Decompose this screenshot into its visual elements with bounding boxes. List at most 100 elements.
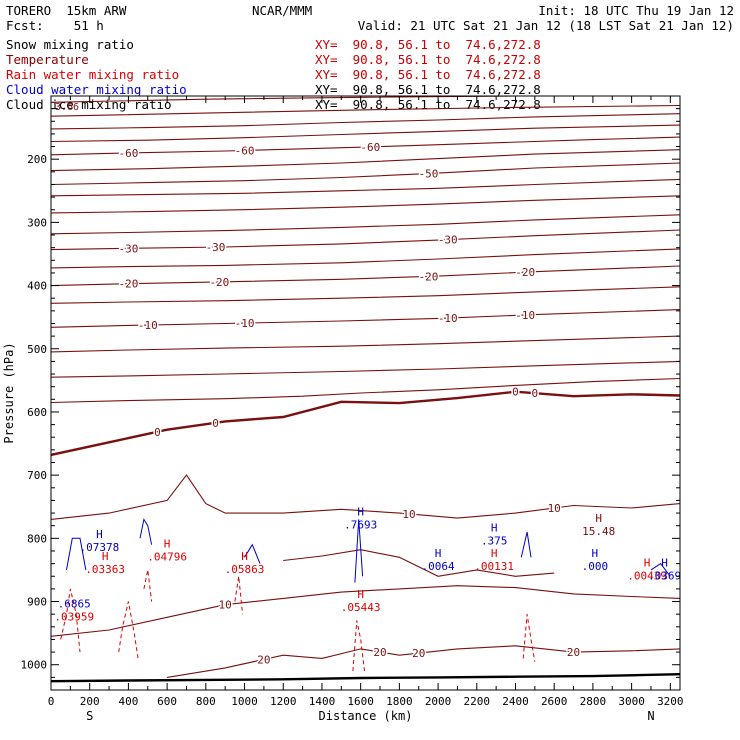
top-value-label: 3.66	[55, 102, 79, 113]
cloud-contour	[244, 543, 261, 564]
y-axis-label: Pressure (hPa)	[2, 342, 16, 443]
isotherm-label: 10	[402, 508, 415, 521]
temperature-isotherm	[51, 286, 680, 304]
max-marker: H	[661, 556, 668, 569]
isotherm-label: -20	[418, 270, 438, 283]
x-tick-label: 2800	[580, 695, 607, 708]
fcst-label: Fcst: 51 h	[6, 18, 104, 33]
isotherm-label: -30	[206, 241, 226, 254]
rain-contour	[143, 569, 153, 602]
temperature-isotherm	[51, 248, 680, 269]
isotherm-label: 0	[512, 386, 519, 399]
rain-contour	[234, 576, 244, 615]
isotherm-label: -50	[418, 168, 438, 181]
isotherm-label: 10	[219, 599, 232, 612]
x-tick-label: 1200	[270, 695, 297, 708]
legend-cross-section: XY= 90.8, 56.1 to 74.6,272.8	[315, 52, 541, 67]
legend-cross-section: XY= 90.8, 56.1 to 74.6,272.8	[315, 67, 541, 82]
x-tick-label: 2600	[541, 695, 568, 708]
x-tick-label: 2000	[425, 695, 452, 708]
model-label: TORERO 15km ARW	[6, 3, 127, 18]
isotherm-label: -20	[118, 278, 138, 291]
isotherm-label: 20	[373, 646, 386, 659]
x-tick-label: 200	[80, 695, 100, 708]
max-marker: H	[595, 512, 602, 525]
cloud-contour	[650, 562, 671, 577]
x-tick-label: 1600	[347, 695, 374, 708]
cloud-contour	[354, 519, 364, 583]
max-marker: H	[241, 550, 248, 563]
max-value-label: .000	[582, 560, 609, 573]
x-tick-label: 1800	[386, 695, 413, 708]
temperature-isotherm	[51, 390, 680, 457]
max-value-label: .04796	[147, 550, 187, 563]
valid-label: Valid: 21 UTC Sat 21 Jan 12 (18 LST Sat …	[357, 18, 734, 33]
y-tick-label: 700	[27, 469, 47, 482]
x-tick-label: 1400	[309, 695, 336, 708]
isotherm-label: 0	[154, 426, 161, 439]
temperature-isotherm	[51, 136, 680, 156]
temperature-isotherm	[51, 124, 680, 143]
x-tick-label: 600	[157, 695, 177, 708]
x-axis-label: Distance (km)	[319, 709, 413, 723]
isotherm-label: -30	[438, 234, 458, 247]
rain-contour	[522, 614, 536, 662]
max-marker: H	[102, 550, 109, 563]
x-tick-label: 3200	[657, 695, 684, 708]
temperature-isotherm	[51, 335, 680, 353]
isotherm-label: -10	[515, 309, 535, 322]
south-label: S	[86, 709, 93, 723]
temperature-isotherm	[167, 645, 680, 678]
isotherm-label: 20	[412, 647, 425, 660]
north-label: N	[647, 709, 654, 723]
isotherm-label: 20	[257, 653, 270, 666]
temperature-isotherm	[51, 585, 680, 637]
x-tick-label: 1000	[231, 695, 258, 708]
legend-cross-section: XY= 90.8, 56.1 to 74.6,272.8	[315, 82, 541, 97]
rain-contour	[118, 601, 139, 659]
temperature-isotherm	[51, 104, 680, 117]
max-value-label: .6865	[58, 598, 91, 611]
y-tick-label: 800	[27, 532, 47, 545]
x-tick-label: 400	[118, 695, 138, 708]
max-value-label: .00131	[474, 560, 514, 573]
y-tick-label: 300	[27, 216, 47, 229]
isotherm-label: -20	[515, 266, 535, 279]
x-tick-label: 3000	[618, 695, 645, 708]
temperature-isotherm	[283, 549, 555, 577]
legend-field-name: Cloud water mixing ratio	[6, 82, 187, 97]
isotherm-label: -10	[235, 317, 255, 330]
rain-contour	[352, 620, 365, 672]
y-tick-label: 600	[27, 406, 47, 419]
max-marker: H	[644, 556, 651, 569]
legend-field-name: Cloud ice mixing ratio	[6, 97, 172, 112]
temperature-isotherm	[51, 162, 680, 186]
max-marker: H	[435, 547, 442, 560]
legend-field-name: Snow mixing ratio	[6, 37, 134, 52]
temperature-isotherm	[51, 360, 680, 378]
temperature-isotherm	[51, 377, 680, 404]
legend-cross-section: XY= 90.8, 56.1 to 74.6,272.8	[315, 97, 541, 112]
isotherm-label: -20	[209, 276, 229, 289]
plot-frame	[50, 95, 681, 691]
legend-cross-section: XY= 90.8, 56.1 to 74.6,272.8	[315, 37, 541, 52]
max-value-label: .03959	[54, 610, 94, 623]
isotherm-label: 0	[212, 417, 219, 430]
max-marker: H	[592, 547, 599, 560]
center-label: NCAR/MMM	[252, 3, 313, 18]
y-tick-label: 1000	[21, 659, 48, 672]
legend-field-name: Temperature	[6, 52, 89, 67]
temperature-isotherm	[51, 113, 680, 130]
max-value-label: .375	[481, 535, 508, 548]
isotherm-label: -30	[118, 242, 138, 255]
temperature-isotherm	[51, 309, 680, 328]
max-value-label: .0064	[422, 560, 455, 573]
temperature-isotherm	[51, 214, 680, 235]
max-marker: H	[491, 547, 498, 560]
temperature-isotherm	[51, 265, 680, 287]
y-tick-label: 900	[27, 596, 47, 609]
legend-field-name: Rain water mixing ratio	[6, 67, 180, 82]
y-tick-label: 500	[27, 343, 47, 356]
plot-series-group	[51, 96, 680, 683]
isotherm-label: 0	[532, 387, 539, 400]
